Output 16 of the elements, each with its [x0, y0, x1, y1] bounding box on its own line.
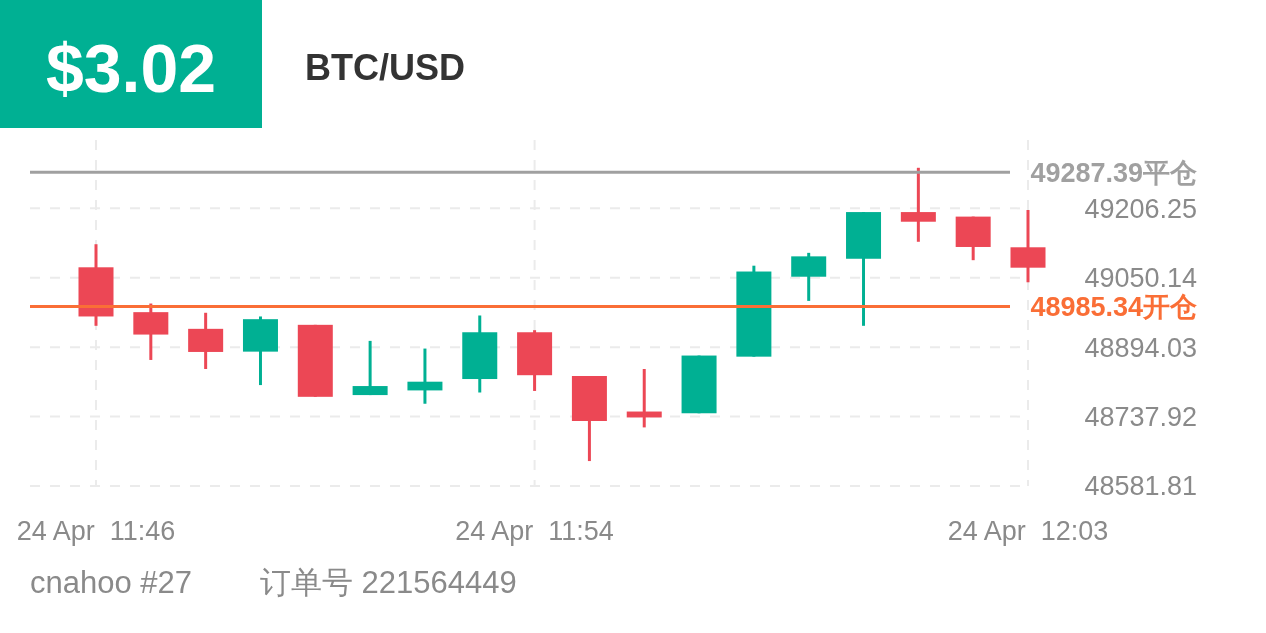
- candlestick: [900, 166, 936, 242]
- y-tick-label: 49050.14: [1084, 263, 1197, 294]
- x-tick-label: 24 Apr 12:03: [947, 516, 1109, 546]
- text: cnahoo #27: [30, 565, 193, 600]
- candlestick: [407, 348, 443, 404]
- text: $3.02: [45, 30, 217, 106]
- y-tick-label: 48894.03: [1084, 332, 1197, 363]
- text: 订单号 221564449: [260, 565, 517, 600]
- chart-title: BTC/USD: [305, 47, 465, 88]
- x-tick-label: 24 Apr 11:54: [455, 516, 614, 546]
- x-tick-label: 24 Apr 11:46: [16, 516, 176, 546]
- y-tick-label: 48737.92: [1084, 402, 1197, 433]
- ref-line-label: 49287.39平仓: [1030, 157, 1197, 188]
- y-tick-label: 48581.81: [1084, 471, 1197, 502]
- ref-line-label: 48985.34开仓: [1030, 292, 1197, 323]
- y-tick-label: 49206.25: [1084, 193, 1197, 224]
